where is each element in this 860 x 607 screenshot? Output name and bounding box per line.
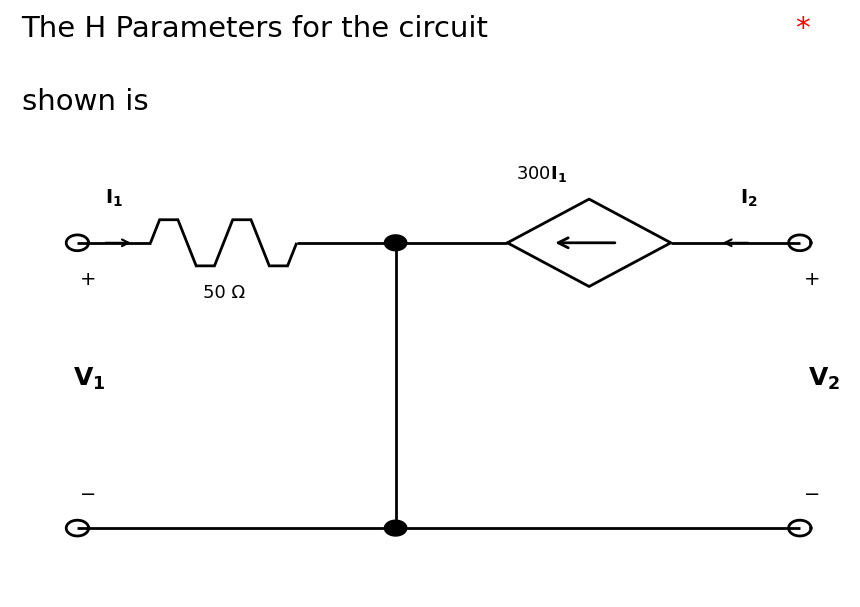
- Text: $\mathbf{V_1}$: $\mathbf{V_1}$: [73, 366, 106, 393]
- Text: −: −: [804, 485, 820, 504]
- Text: −: −: [80, 485, 96, 504]
- Polygon shape: [384, 235, 407, 251]
- Text: +: +: [80, 270, 96, 289]
- Text: shown is: shown is: [22, 88, 148, 116]
- Text: The H Parameters for the circuit: The H Parameters for the circuit: [22, 15, 488, 43]
- Text: 50 Ω: 50 Ω: [203, 284, 244, 302]
- Text: $300\mathbf{I_1}$: $300\mathbf{I_1}$: [517, 164, 568, 184]
- Text: $\mathbf{I_2}$: $\mathbf{I_2}$: [740, 188, 758, 209]
- Text: *: *: [796, 15, 810, 43]
- Text: $\mathbf{V_2}$: $\mathbf{V_2}$: [808, 366, 840, 393]
- Text: $\mathbf{I_1}$: $\mathbf{I_1}$: [106, 188, 124, 209]
- Polygon shape: [384, 520, 407, 536]
- Text: +: +: [804, 270, 820, 289]
